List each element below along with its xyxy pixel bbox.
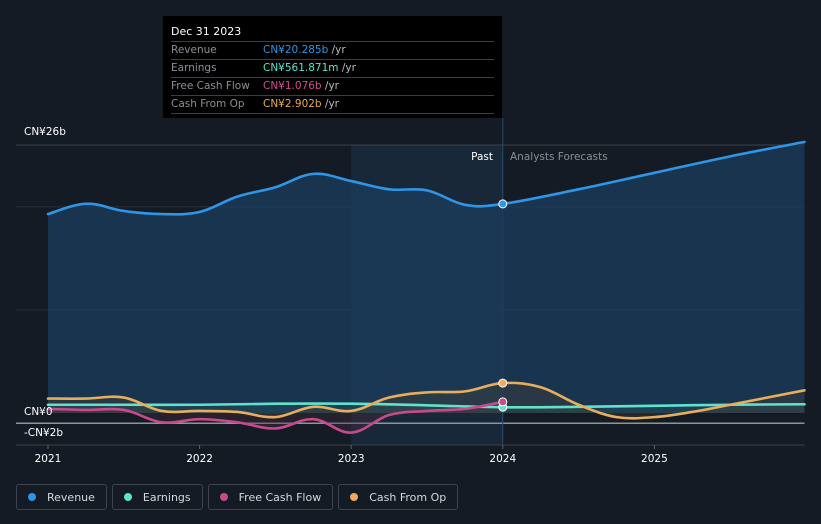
tooltip-value: CN¥2.902b /yr <box>263 98 339 110</box>
earnings-line <box>46 402 806 409</box>
cash-from-op-line <box>46 381 806 420</box>
legend-dot-icon <box>28 493 36 501</box>
cash-from-op-marker <box>498 378 508 388</box>
y-tick-label: -CN¥2b <box>24 427 63 439</box>
past-label: Past <box>471 151 493 163</box>
series-lines <box>46 140 806 434</box>
legend-item-cash-from-op[interactable]: Cash From Op <box>338 484 459 510</box>
tooltip-value: CN¥561.871m /yr <box>263 62 356 74</box>
legend-item-free-cash-flow[interactable]: Free Cash Flow <box>207 484 334 510</box>
legend-dot-icon <box>219 493 228 501</box>
legend-dot-icon <box>350 493 359 501</box>
legend-label: Cash From Op <box>369 490 447 504</box>
legend-dot-icon <box>123 493 132 501</box>
x-tick-label: 2023 <box>338 453 365 465</box>
forecast-label: Analysts Forecasts <box>510 151 608 163</box>
legend-label: Free Cash Flow <box>238 490 322 504</box>
free-cash-flow-marker <box>498 397 508 407</box>
tooltip-label: Revenue <box>171 44 217 56</box>
tooltip-row: Revenue CN¥20.285b /yr <box>171 41 494 59</box>
y-tick-label: CN¥0 <box>24 406 53 418</box>
tooltip-value: CN¥1.076b /yr <box>263 80 339 92</box>
legend-label: Earnings <box>142 490 191 504</box>
revenue-area <box>48 141 805 413</box>
legend-label: Revenue <box>47 490 95 504</box>
legend-item-revenue[interactable]: Revenue <box>16 484 107 510</box>
cash-from-op-area <box>48 382 805 419</box>
tooltip-date: Dec 31 2023 <box>171 25 242 38</box>
free-cash-flow-line <box>46 400 505 434</box>
legend-item-earnings[interactable]: Earnings <box>111 484 203 510</box>
x-tick-label: 2022 <box>186 453 213 465</box>
x-axis: 2021 2022 2023 2024 2025 <box>35 445 668 465</box>
tooltip: Dec 31 2023 Revenue CN¥20.285b /yr Earning… <box>163 16 502 118</box>
legend: Revenue Earnings Free Cash Flow Cash From O… <box>16 484 459 510</box>
tooltip-label: Free Cash Flow <box>171 80 250 92</box>
x-tick-label: 2025 <box>641 453 668 465</box>
tooltip-label: Earnings <box>171 62 217 74</box>
series-markers <box>498 199 508 412</box>
tooltip-label: Cash From Op <box>171 98 245 110</box>
x-tick-label: 2021 <box>35 453 62 465</box>
revenue-marker <box>498 199 508 209</box>
y-tick-label: CN¥26b <box>24 126 66 138</box>
tooltip-row: Free Cash Flow CN¥1.076b /yr <box>171 77 494 95</box>
revenue-line <box>46 140 806 216</box>
tooltip-row: Earnings CN¥561.871m /yr <box>171 59 494 77</box>
tooltip-row: Cash From Op CN¥2.902b /yr <box>171 95 494 114</box>
tooltip-value: CN¥20.285b /yr <box>263 44 346 56</box>
x-tick-label: 2024 <box>489 453 516 465</box>
